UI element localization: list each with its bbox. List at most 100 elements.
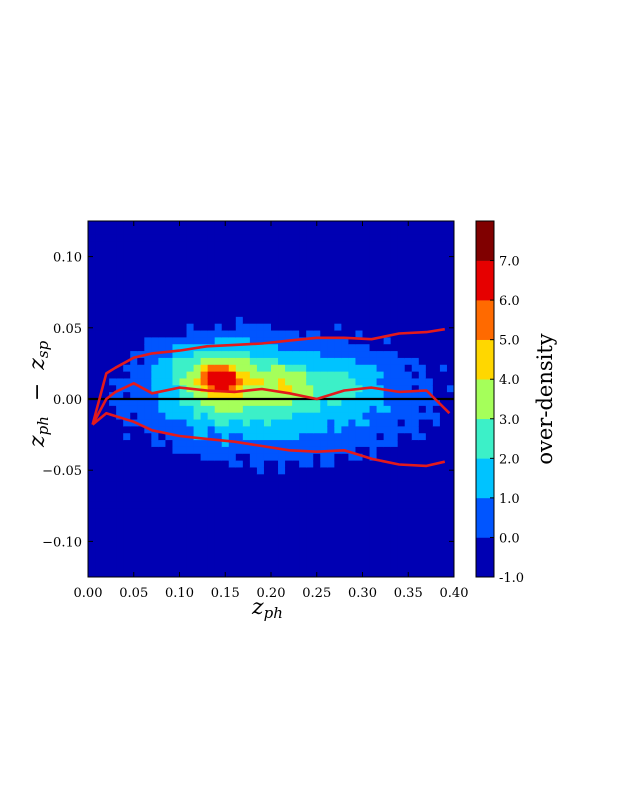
density-cell [411, 310, 420, 318]
density-cell [271, 330, 279, 338]
density-cell [292, 378, 300, 386]
density-cell [446, 412, 454, 421]
density-cell [249, 460, 258, 469]
density-cell [383, 405, 392, 414]
density-cell [327, 344, 335, 352]
density-cell [285, 227, 293, 236]
x-tick-label: 0.40 [440, 586, 469, 601]
density-cell [439, 303, 448, 311]
density-cell [439, 570, 448, 577]
density-cell [95, 310, 103, 318]
colorbar-band [476, 300, 494, 340]
density-cell [334, 440, 342, 448]
density-cell [362, 467, 371, 475]
density-cell [425, 221, 434, 229]
density-cell [285, 529, 293, 537]
density-cell [151, 446, 159, 455]
density-cell [179, 282, 188, 291]
density-cell [432, 467, 441, 475]
density-cell [362, 262, 371, 270]
density-cell [95, 316, 103, 325]
density-cell [397, 303, 406, 311]
density-cell [214, 556, 223, 564]
density-cell [95, 522, 103, 530]
density-cell [144, 535, 152, 544]
density-cell [137, 303, 145, 311]
density-cell [151, 474, 159, 482]
density-cell [179, 426, 188, 434]
density-cell [123, 433, 131, 441]
density-cell [95, 481, 103, 489]
density-cell [285, 378, 293, 386]
density-cell [186, 556, 195, 564]
density-cell [341, 282, 350, 291]
density-cell [165, 275, 174, 284]
density-cell [369, 262, 378, 270]
density-cell [256, 330, 265, 338]
density-cell [278, 570, 286, 577]
density-cell [313, 351, 321, 359]
density-cell [221, 296, 230, 304]
density-cell [235, 412, 244, 421]
density-cell [334, 529, 342, 537]
density-cell [425, 351, 434, 359]
density-cell [355, 357, 364, 366]
density-cell [397, 392, 406, 400]
density-cell [109, 440, 117, 448]
density-cell [369, 440, 378, 448]
density-cell [404, 323, 413, 332]
density-cell [376, 501, 385, 510]
density-cell [172, 542, 181, 551]
density-cell [249, 419, 258, 427]
density-cell [432, 481, 441, 489]
density-cell [383, 296, 392, 304]
density-cell [88, 508, 96, 516]
density-cell [313, 234, 321, 243]
density-cell [341, 426, 350, 434]
density-cell [341, 378, 350, 386]
density-cell [390, 241, 399, 249]
density-cell [158, 501, 167, 510]
density-cell [411, 467, 420, 475]
density-cell [193, 501, 202, 510]
density-cell [116, 549, 124, 558]
density-cell [249, 405, 258, 414]
density-cell [193, 289, 202, 297]
density-cell [102, 221, 110, 229]
density-cell [376, 227, 385, 236]
density-cell [214, 289, 223, 297]
density-cell [418, 282, 427, 291]
density-cell [242, 378, 251, 386]
density-cell [397, 378, 406, 386]
density-cell [109, 494, 117, 503]
density-cell [439, 296, 448, 304]
density-cell [439, 515, 448, 523]
density-cell [278, 474, 286, 482]
density-cell [116, 570, 124, 577]
density-cell [446, 371, 454, 380]
density-cell [320, 535, 328, 544]
density-cell [369, 310, 378, 318]
density-cell [249, 351, 258, 359]
density-cell [362, 405, 371, 414]
density-cell [123, 508, 131, 516]
density-cell [327, 310, 335, 318]
density-cell [116, 488, 124, 496]
density-cell [249, 399, 258, 407]
density-cell [165, 508, 174, 516]
density-cell [249, 282, 258, 291]
density-cell [151, 289, 159, 297]
density-cell [256, 440, 265, 448]
density-cell [158, 426, 167, 434]
density-cell [334, 385, 342, 393]
density-cell [411, 433, 420, 441]
density-cell [207, 440, 216, 448]
density-cell [172, 433, 181, 441]
density-cell [221, 234, 230, 243]
density-cell [256, 405, 265, 414]
density-cell [306, 385, 314, 393]
density-cell [432, 515, 441, 523]
density-cell [292, 433, 300, 441]
density-cell [397, 440, 406, 448]
density-cell [165, 289, 174, 297]
